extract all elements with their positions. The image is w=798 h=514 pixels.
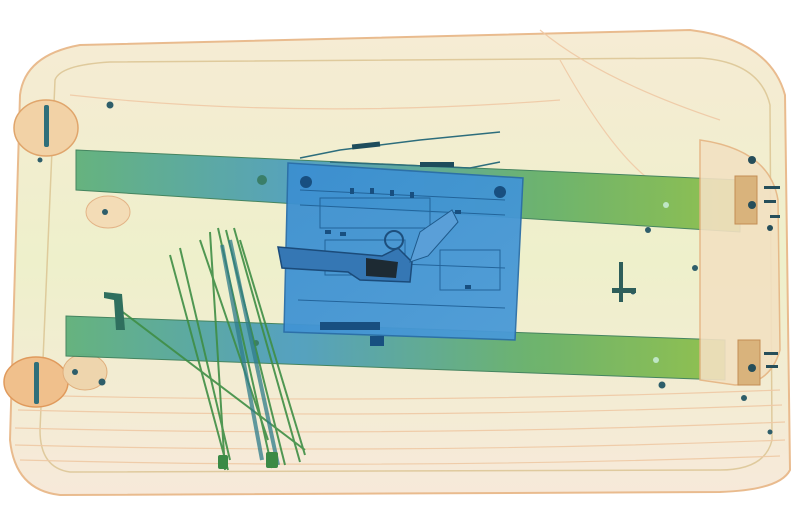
wheel-left-bottom bbox=[3, 356, 69, 408]
dense-object-handgun bbox=[277, 209, 459, 283]
fabric-folds bbox=[14, 29, 786, 465]
wheel-left-top bbox=[13, 99, 79, 157]
key-part bbox=[612, 262, 636, 302]
handle-bracket-right bbox=[699, 139, 781, 386]
wire-bundle bbox=[220, 239, 280, 466]
electronics-board bbox=[283, 131, 524, 346]
latch-left bbox=[104, 292, 125, 330]
